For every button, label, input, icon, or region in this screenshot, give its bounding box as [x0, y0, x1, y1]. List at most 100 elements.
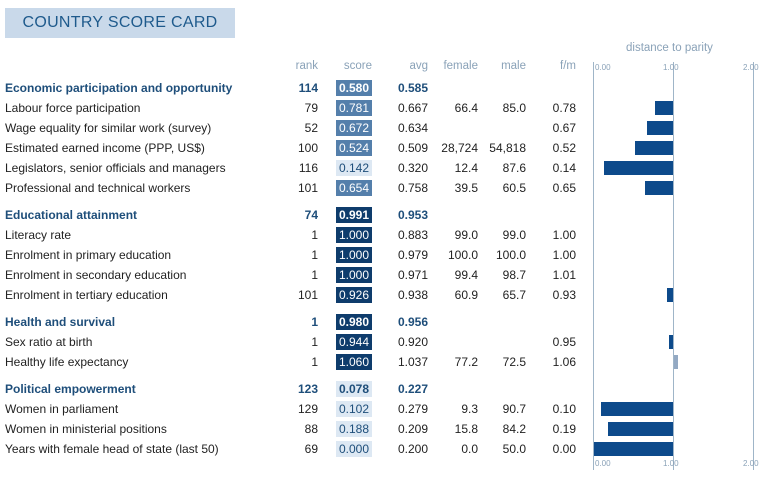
- table-row: Labour force participation 79 0.667 66.4 85.…: [0, 98, 590, 118]
- table-row: Estimated earned income (PPP, US$) 100 0.5…: [0, 138, 590, 158]
- female-cell: 60.9: [454, 288, 478, 302]
- indicator-label: Wage equality for similar work (survey): [5, 121, 212, 135]
- table-row: Enrolment in secondary education 1 0.971 99…: [0, 265, 590, 285]
- table-row: Sex ratio at birth 1 0.920 0.95 0.944: [0, 332, 590, 352]
- female-cell: 9.3: [461, 402, 478, 416]
- table-row: Wage equality for similar work (survey) 5…: [0, 118, 590, 138]
- score-cell: 0.980: [336, 314, 372, 330]
- axis-tick-label: 1.00: [663, 63, 679, 72]
- female-cell: 66.4: [454, 101, 478, 115]
- table-row: Literacy rate 1 0.883 99.0 99.0 1.00 1.000: [0, 225, 590, 245]
- male-cell: 72.5: [502, 355, 526, 369]
- rank-cell: 1: [311, 248, 318, 262]
- header-avg: avg: [409, 60, 428, 72]
- parity-axis-line: [753, 62, 754, 470]
- indicator-label: Healthy life expectancy: [5, 355, 129, 369]
- rank-cell: 52: [304, 121, 318, 135]
- female-cell: [432, 312, 478, 332]
- rank-cell: 116: [298, 161, 318, 175]
- score-cell: 0.991: [336, 207, 372, 223]
- male-cell: 84.2: [502, 422, 526, 436]
- table-row: Women in ministerial positions 88 0.209 15.…: [0, 419, 590, 439]
- section-label: Economic participation and opportunity: [5, 81, 233, 95]
- table-row: Professional and technical workers 101 0.7…: [0, 178, 590, 198]
- male-cell: [484, 118, 526, 138]
- female-cell: [432, 332, 478, 352]
- fm-cell: 0.10: [552, 402, 576, 416]
- female-cell: [432, 379, 478, 399]
- avg-cell: 1.037: [397, 355, 428, 369]
- avg-cell: 0.320: [397, 161, 428, 175]
- avg-cell: 0.509: [397, 141, 428, 155]
- female-cell: [432, 118, 478, 138]
- axis-tick-label: 2.00: [743, 63, 759, 72]
- rank-cell: 69: [304, 442, 318, 456]
- header-female: female: [443, 60, 478, 72]
- avg-cell: 0.667: [397, 101, 428, 115]
- page-title: COUNTRY SCORE CARD: [5, 8, 235, 38]
- fm-cell: [540, 379, 576, 399]
- avg-cell: 0.979: [397, 248, 428, 262]
- parity-axis-line: [673, 62, 674, 470]
- parity-bar: [604, 161, 673, 175]
- table-row: Healthy life expectancy 1 1.037 77.2 72.5 1.0…: [0, 352, 590, 372]
- female-cell: 100.0: [447, 248, 478, 262]
- female-cell: 28,724: [441, 141, 478, 155]
- parity-bar: [593, 442, 673, 456]
- avg-cell: 0.227: [397, 382, 428, 396]
- rank-cell: 114: [298, 81, 318, 95]
- male-cell: 60.5: [502, 181, 526, 195]
- indicator-label: Enrolment in primary education: [5, 248, 172, 262]
- indicator-label: Enrolment in tertiary education: [5, 288, 168, 302]
- parity-bar: [646, 121, 673, 135]
- table-row: Women in parliament 129 0.279 9.3 90.7 0.10 0.…: [0, 399, 590, 419]
- fm-cell: 1.01: [552, 268, 576, 282]
- indicator-label: Women in ministerial positions: [5, 422, 167, 436]
- male-cell: 90.7: [502, 402, 526, 416]
- fm-cell: 0.52: [552, 141, 576, 155]
- indicator-label: Sex ratio at birth: [5, 335, 93, 349]
- avg-cell: 0.956: [397, 315, 428, 329]
- axis-tick-label: 0.00: [595, 63, 611, 72]
- male-cell: 54,818: [489, 141, 526, 155]
- header-rank: rank: [295, 60, 318, 72]
- rank-cell: 123: [297, 382, 318, 396]
- fm-cell: 1.06: [552, 355, 576, 369]
- avg-cell: 0.279: [397, 402, 428, 416]
- parity-bar: [608, 422, 673, 436]
- score-cell: 1.000: [336, 227, 372, 243]
- avg-cell: 0.758: [397, 181, 428, 195]
- female-cell: 77.2: [454, 355, 478, 369]
- rank-cell: 74: [304, 208, 318, 222]
- score-cell: 0.102: [336, 401, 372, 417]
- male-cell: 65.7: [502, 288, 526, 302]
- fm-cell: 0.19: [552, 422, 576, 436]
- fm-cell: 0.93: [552, 288, 576, 302]
- male-cell: [484, 332, 526, 352]
- parity-bar: [673, 355, 678, 369]
- male-cell: [484, 312, 526, 332]
- section-label: Health and survival: [5, 315, 116, 329]
- male-cell: 85.0: [502, 101, 526, 115]
- avg-cell: 0.209: [397, 422, 428, 436]
- score-cell: 1.060: [336, 354, 372, 370]
- fm-cell: 0.65: [552, 181, 576, 195]
- table-row: Enrolment in tertiary education 101 0.938 6…: [0, 285, 590, 305]
- header-male: male: [501, 60, 526, 72]
- avg-cell: 0.585: [397, 81, 428, 95]
- score-cell: 0.000: [336, 441, 372, 457]
- parity-bar: [669, 335, 673, 349]
- header-score: score: [343, 60, 372, 72]
- score-cell: 0.188: [336, 421, 372, 437]
- score-cell: 0.926: [336, 287, 372, 303]
- rank-cell: 129: [297, 402, 318, 416]
- fm-cell: [540, 78, 576, 98]
- axis-tick-label: 1.00: [663, 459, 679, 468]
- indicator-label: Enrolment in secondary education: [5, 268, 187, 282]
- rank-cell: 88: [304, 422, 318, 436]
- axis-tick-label: 2.00: [743, 459, 759, 468]
- fm-cell: [540, 312, 576, 332]
- rank-cell: 101: [297, 288, 318, 302]
- male-cell: 98.7: [502, 268, 526, 282]
- parity-axis-line: [593, 62, 594, 470]
